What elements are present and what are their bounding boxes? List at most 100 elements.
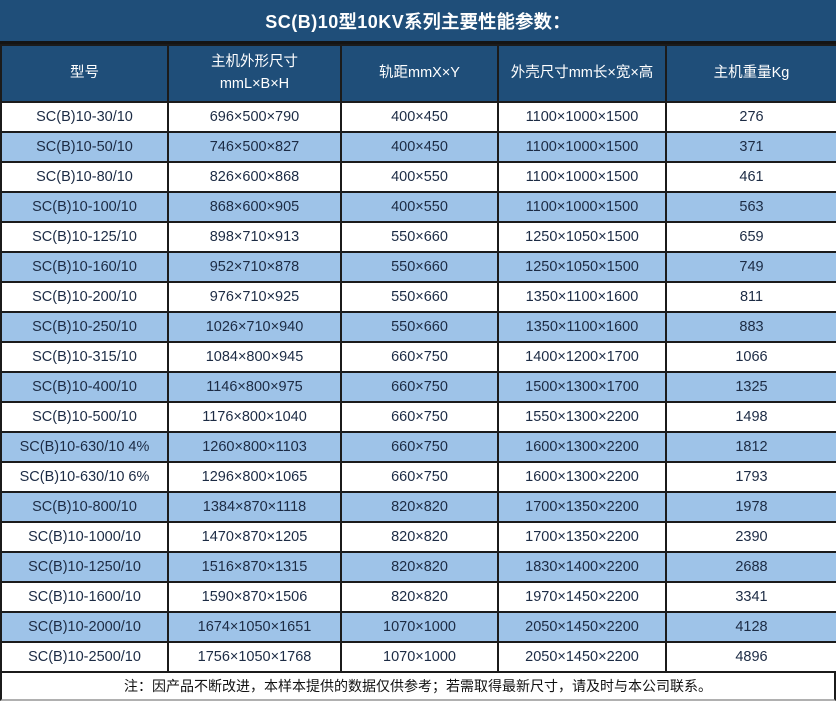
table-cell: 1070×1000 [340,641,499,673]
column-header-host-dimensions: 主机外形尺寸 mmL×B×H [167,44,342,103]
table-cell: SC(B)10-80/10 [0,161,169,193]
column-header-label: 外壳尺寸mm长×宽×高 [510,64,654,81]
table-cell: 883 [665,311,836,343]
table-row: SC(B)10-630/10 6% 1296×800×1065 660×750 160… [0,461,836,493]
table-cell: SC(B)10-50/10 [0,131,169,163]
column-header-label: 轨距mmX×Y [379,64,460,81]
table-row: SC(B)10-1000/10 1470×870×1205 820×820 1700×… [0,521,836,553]
table-row: SC(B)10-80/10 826×600×868 400×550 1100×1000… [0,161,836,193]
table-row: SC(B)10-100/10 868×600×905 400×550 1100×100… [0,191,836,223]
table-row: SC(B)10-400/10 1146×800×975 660×750 1500×13… [0,371,836,403]
table-cell: 400×450 [340,101,499,133]
table-cell: 550×660 [340,221,499,253]
table-cell: SC(B)10-2000/10 [0,611,169,643]
table-cell: 820×820 [340,581,499,613]
header-row: 型号 主机外形尺寸 mmL×B×H 轨距mmX×Y 外壳尺寸mm长×宽×高 主机… [0,44,836,103]
table-cell: 1550×1300×2200 [497,401,667,433]
table-cell: 1756×1050×1768 [167,641,342,673]
table-cell: 659 [665,221,836,253]
table-row: SC(B)10-160/10 952×710×878 550×660 1250×105… [0,251,836,283]
table-row: SC(B)10-630/10 4% 1260×800×1103 660×750 160… [0,431,836,463]
table-row: SC(B)10-2000/10 1674×1050×1651 1070×1000 20… [0,611,836,643]
table-cell: 660×750 [340,431,499,463]
table-cell: 400×550 [340,161,499,193]
table-cell: 660×750 [340,401,499,433]
column-header-label: 主机重量Kg [713,64,790,81]
table-cell: 1066 [665,341,836,373]
table-row: SC(B)10-500/10 1176×800×1040 660×750 1550×1… [0,401,836,433]
table-cell: 1325 [665,371,836,403]
table-cell: 1970×1450×2200 [497,581,667,613]
table-cell: 1600×1300×2200 [497,461,667,493]
table-cell: 1350×1100×1600 [497,281,667,313]
table-cell: 1700×1350×2200 [497,491,667,523]
table-cell: SC(B)10-30/10 [0,101,169,133]
table-cell: 898×710×913 [167,221,342,253]
table-cell: 1146×800×975 [167,371,342,403]
table-cell: SC(B)10-500/10 [0,401,169,433]
table-cell: 1250×1050×1500 [497,251,667,283]
table-row: SC(B)10-50/10 746×500×827 400×450 1100×1000… [0,131,836,163]
table-cell: 1674×1050×1651 [167,611,342,643]
table-cell: 976×710×925 [167,281,342,313]
table-cell: 2050×1450×2200 [497,641,667,673]
table-cell: 1384×870×1118 [167,491,342,523]
table-cell: 2688 [665,551,836,583]
table-cell: SC(B)10-100/10 [0,191,169,223]
table-cell: SC(B)10-200/10 [0,281,169,313]
table-cell: 1700×1350×2200 [497,521,667,553]
table-cell: 660×750 [340,371,499,403]
table-cell: 461 [665,161,836,193]
table-cell: 746×500×827 [167,131,342,163]
footer-note: 注：因产品不断改进，本样本提供的数据仅供参考；若需取得最新尺寸，请及时与本公司联… [0,673,836,701]
table-cell: 2390 [665,521,836,553]
table-row: SC(B)10-315/10 1084×800×945 660×750 1400×12… [0,341,836,373]
column-header-label: 主机外形尺寸 [211,53,298,70]
table-cell: 811 [665,281,836,313]
table-row: SC(B)10-1250/10 1516×870×1315 820×820 1830×… [0,551,836,583]
table-row: SC(B)10-200/10 976×710×925 550×660 1350×110… [0,281,836,313]
table-cell: SC(B)10-630/10 4% [0,431,169,463]
table-cell: SC(B)10-2500/10 [0,641,169,673]
column-header-host-weight: 主机重量Kg [665,44,836,103]
table-cell: SC(B)10-1600/10 [0,581,169,613]
table-cell: SC(B)10-125/10 [0,221,169,253]
table-row: SC(B)10-30/10 696×500×790 400×450 1100×1000… [0,101,836,133]
table-cell: SC(B)10-1250/10 [0,551,169,583]
column-header-shell-dimensions: 外壳尺寸mm长×宽×高 [497,44,667,103]
table-cell: 1260×800×1103 [167,431,342,463]
table-cell: 1400×1200×1700 [497,341,667,373]
table-cell: 2050×1450×2200 [497,611,667,643]
page-title: SC(B)10型10KV系列主要性能参数： [0,0,836,44]
table-cell: 820×820 [340,491,499,523]
table-cell: SC(B)10-250/10 [0,311,169,343]
table-cell: 1600×1300×2200 [497,431,667,463]
table-cell: 563 [665,191,836,223]
table-cell: 826×600×868 [167,161,342,193]
table-cell: SC(B)10-160/10 [0,251,169,283]
column-header-rail-gauge: 轨距mmX×Y [340,44,499,103]
table-cell: 1100×1000×1500 [497,191,667,223]
table-cell: 400×450 [340,131,499,163]
table-row: SC(B)10-250/10 1026×710×940 550×660 1350×11… [0,311,836,343]
table-cell: SC(B)10-630/10 6% [0,461,169,493]
table-cell: 1470×870×1205 [167,521,342,553]
table-cell: 3341 [665,581,836,613]
footer-note-text: 注：因产品不断改进，本样本提供的数据仅供参考；若需取得最新尺寸，请及时与本公司联… [124,678,712,694]
table-row: SC(B)10-2500/10 1756×1050×1768 1070×1000 20… [0,641,836,673]
table-cell: 4128 [665,611,836,643]
table-cell: SC(B)10-800/10 [0,491,169,523]
table-cell: 1498 [665,401,836,433]
table-cell: 1296×800×1065 [167,461,342,493]
table-cell: 1100×1000×1500 [497,101,667,133]
table-cell: 820×820 [340,521,499,553]
column-header-model: 型号 [0,44,169,103]
page-title-text: SC(B)10型10KV系列主要性能参数： [265,11,571,32]
table-cell: 660×750 [340,341,499,373]
table-cell: 1100×1000×1500 [497,161,667,193]
table-body: SC(B)10-30/10 696×500×790 400×450 1100×1000… [0,101,836,673]
table-cell: 696×500×790 [167,101,342,133]
table-cell: 952×710×878 [167,251,342,283]
table-cell: 749 [665,251,836,283]
